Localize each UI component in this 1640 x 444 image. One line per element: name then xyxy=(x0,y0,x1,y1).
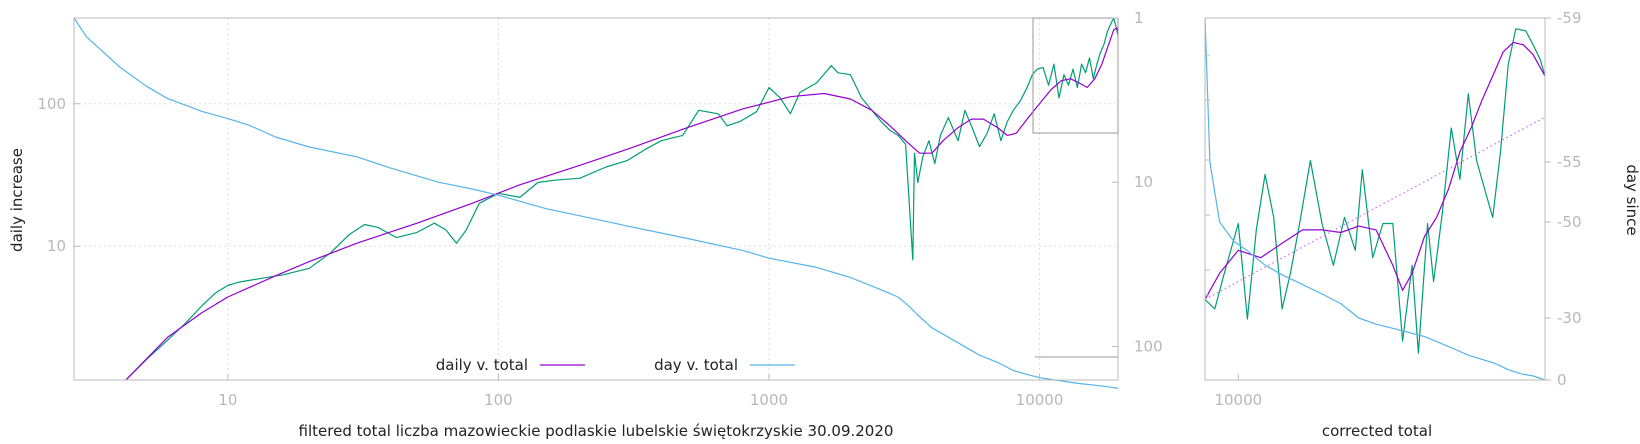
zoom-x-axis-label: corrected total xyxy=(1322,422,1432,440)
zoom-x-tick-label: 10000 xyxy=(1214,391,1262,409)
zoom-series-line-2 xyxy=(1204,116,1546,300)
legend: daily v. total day v. total xyxy=(436,356,795,374)
main-y-tick-label: 10 xyxy=(47,237,66,255)
main-series-line-2 xyxy=(73,17,1119,389)
main-x-tick-label: 10000 xyxy=(1016,391,1064,409)
main-series-line-0 xyxy=(125,17,1119,381)
zoom-y2-tick-label: -50 xyxy=(1557,213,1582,231)
zoom-series-line-3 xyxy=(1204,17,1546,381)
main-series-lines xyxy=(73,17,1119,389)
main-x-tick-label: 10 xyxy=(218,391,237,409)
zoom-series-lines xyxy=(1204,17,1546,381)
zoom-plot-frame xyxy=(1204,17,1546,381)
main-y-axis-label: daily increase xyxy=(8,148,26,252)
main-ticks: 10 100 1000 10000 10 100 1 10 100 xyxy=(37,9,1162,409)
main-series-line-1 xyxy=(125,27,1119,381)
main-plot-frame xyxy=(73,17,1119,381)
zoom-y2-tick-label: -30 xyxy=(1557,309,1582,327)
zoom-series-line-1 xyxy=(1204,41,1546,300)
main-y2-tick-label: 100 xyxy=(1134,337,1163,355)
main-x-tick-label: 1000 xyxy=(750,391,788,409)
zoom-y2-tick-label: -55 xyxy=(1557,153,1582,171)
main-y2-tick-label: 1 xyxy=(1134,9,1144,27)
zoom-ticks: 10000 -59 -55 -50 -30 0 xyxy=(1205,9,1582,409)
main-zoom-region-box xyxy=(1032,17,1119,134)
main-x-tick-label: 100 xyxy=(484,391,513,409)
zoom-y2-tick-label: -59 xyxy=(1557,9,1582,27)
zoom-y2-tick-label: 0 xyxy=(1557,371,1567,389)
main-y2-tick-label: 10 xyxy=(1134,173,1153,191)
main-y-tick-label: 100 xyxy=(37,95,66,113)
main-x-axis-label: filtered total liczba mazowieckie podlas… xyxy=(299,422,894,440)
zoom-series-line-0 xyxy=(1204,28,1546,354)
main-grid xyxy=(74,18,1118,380)
legend-label-daily-v-total: daily v. total xyxy=(436,356,528,374)
zoom-y2-axis-label: day since xyxy=(1623,164,1640,235)
legend-label-day-v-total: day v. total xyxy=(654,356,738,374)
